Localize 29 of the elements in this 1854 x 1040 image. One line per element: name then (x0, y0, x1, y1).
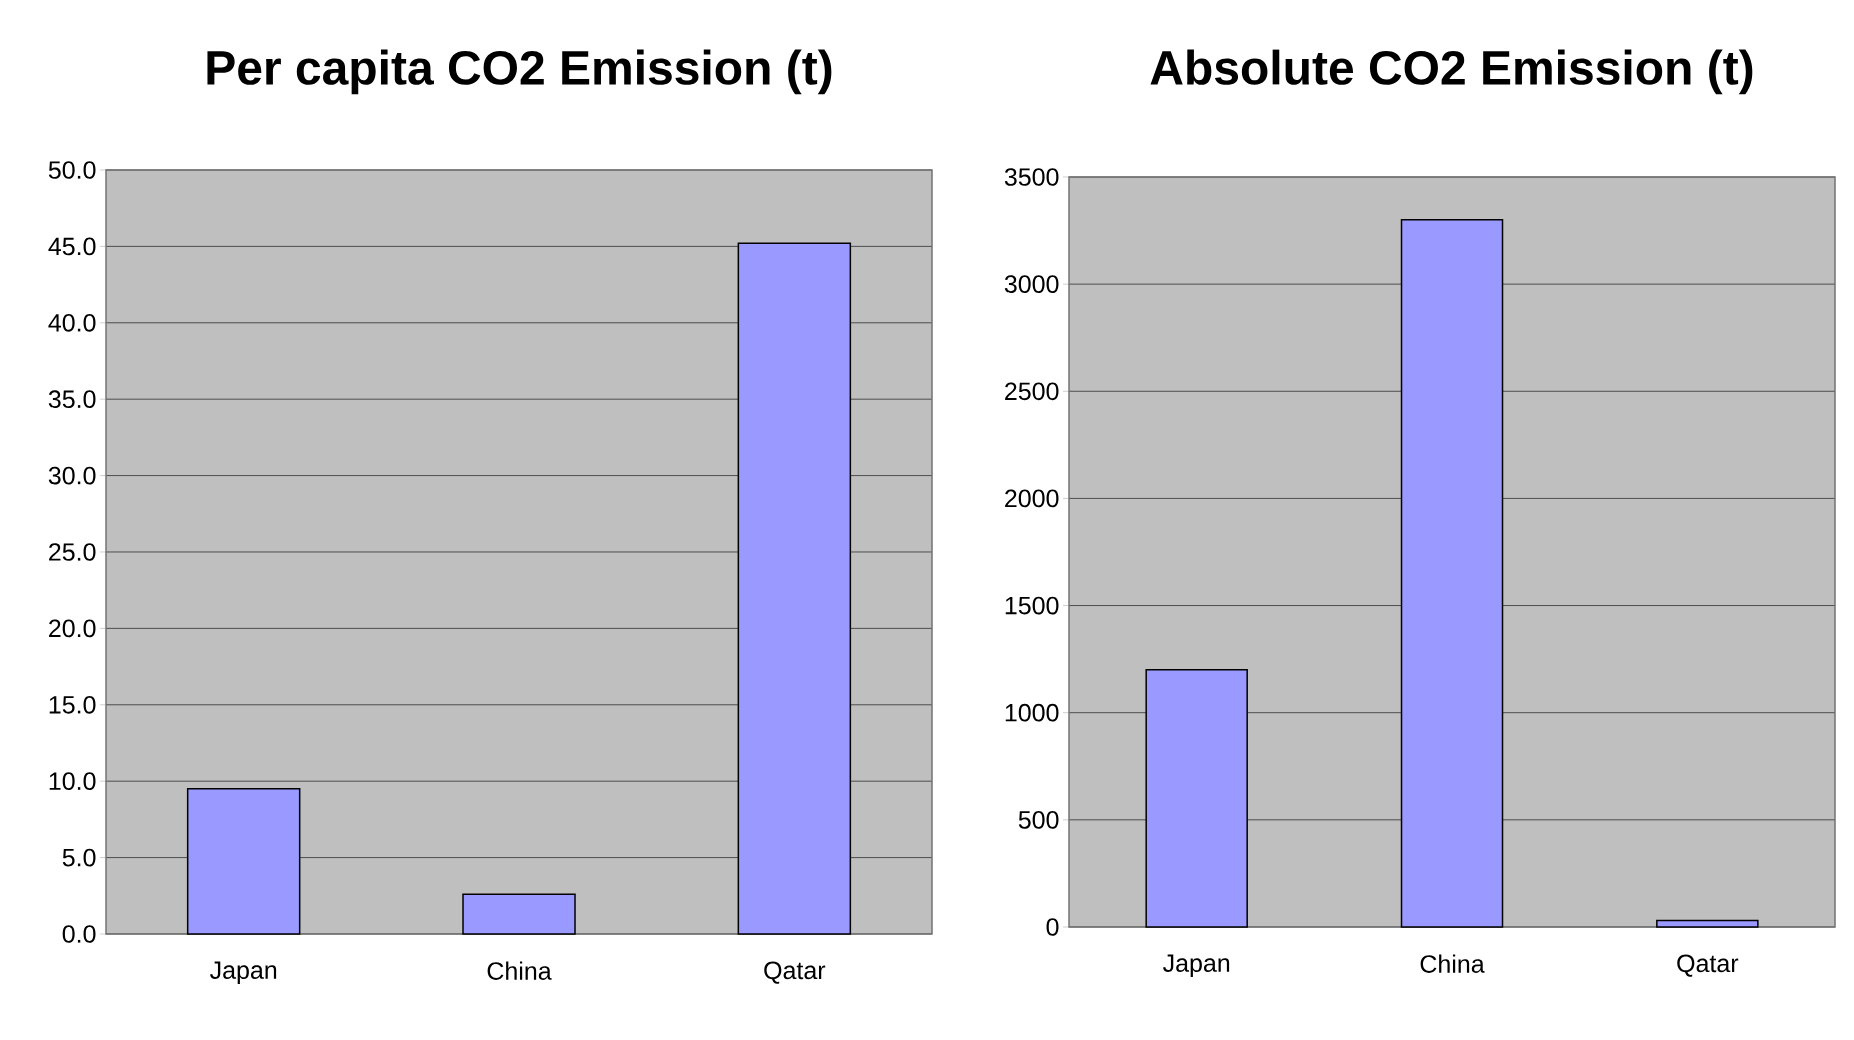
y-tick-label: 25.0 (49, 543, 96, 561)
chart-title: Per capita CO2 Emission (t) (207, 49, 832, 95)
y-tick-label: 5.0 (62, 848, 96, 867)
y-tick-label: 10.0 (49, 772, 96, 791)
x-tick-label: Japan (210, 961, 277, 984)
y-tick-label: 3500 (1004, 168, 1059, 186)
y-tick-label: 30.0 (48, 466, 96, 485)
x-tick-label: China (487, 961, 552, 980)
x-tick-label: Qatar (1677, 954, 1739, 977)
x-tick-label: Japan (1163, 954, 1230, 977)
bar (1656, 919, 1759, 928)
y-tick-label: 15.0 (49, 695, 96, 714)
y-tick-label: 0 (1046, 918, 1059, 936)
bar (462, 893, 576, 935)
y-tick-label: 2500 (1005, 382, 1059, 401)
y-tick-label: 1000 (1005, 703, 1059, 722)
y-tick-label: 40.0 (48, 313, 96, 332)
x-tick-label: Qatar (764, 961, 826, 984)
y-tick-label: 20.0 (49, 619, 96, 638)
x-tick-label: China (1420, 954, 1485, 973)
chart-title: Absolute CO2 Emission (t) (1150, 49, 1753, 95)
y-tick-label: 0.0 (62, 925, 96, 943)
y-tick-label: 35.0 (48, 390, 96, 409)
y-tick-label: 1500 (1005, 596, 1059, 615)
y-tick-label: 50.0 (48, 161, 96, 179)
y-tick-label: 3000 (1004, 275, 1059, 293)
y-tick-label: 2000 (1005, 489, 1059, 508)
y-tick-label: 500 (1018, 810, 1059, 829)
y-tick-label: 45.0 (48, 237, 96, 256)
